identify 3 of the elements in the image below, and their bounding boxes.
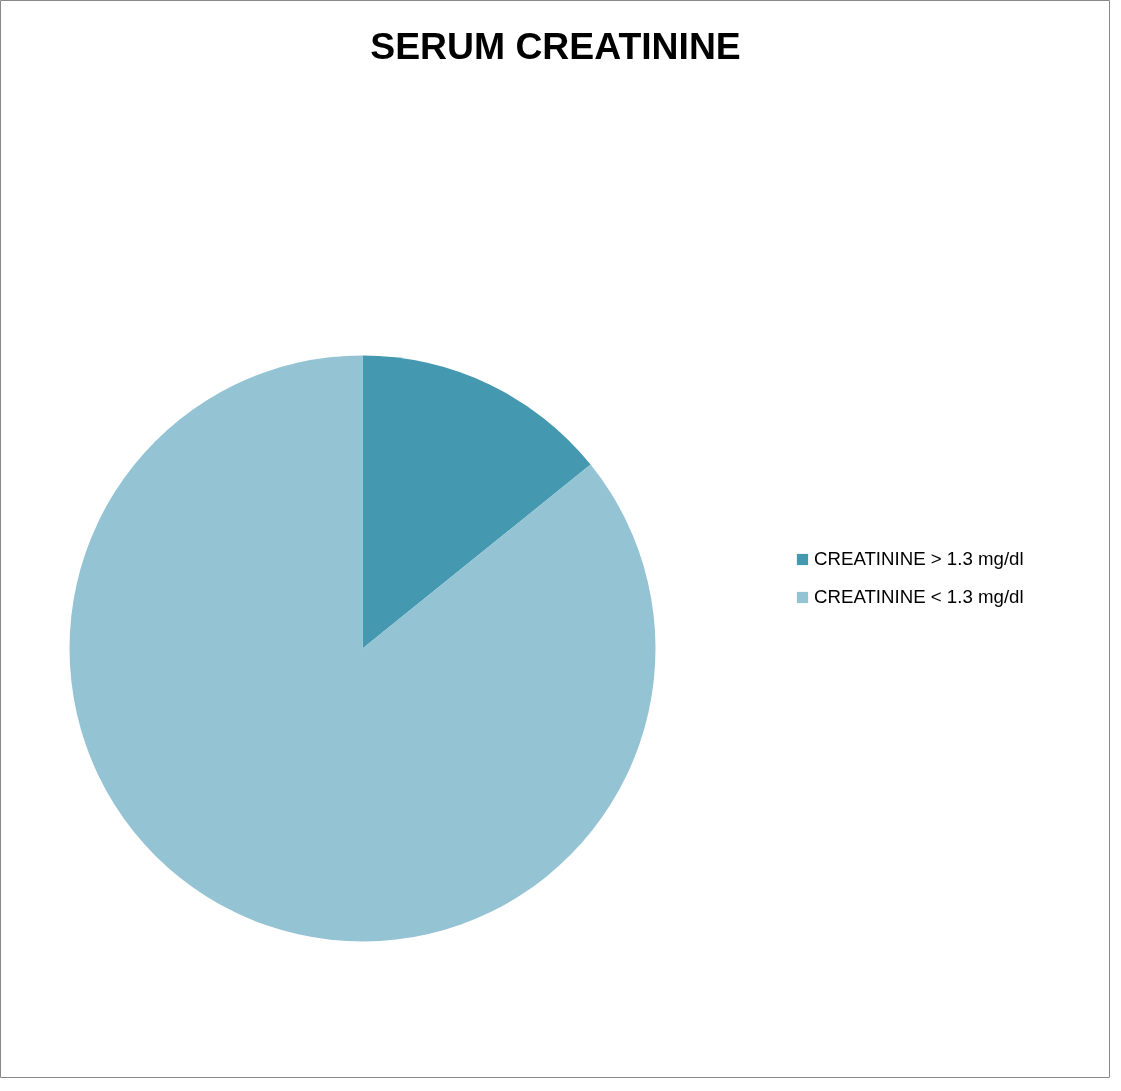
legend-label: CREATININE < 1.3 mg/dl	[814, 586, 1024, 608]
legend-label: CREATININE > 1.3 mg/dl	[814, 548, 1024, 570]
chart-title: SERUM CREATININE	[370, 24, 741, 67]
